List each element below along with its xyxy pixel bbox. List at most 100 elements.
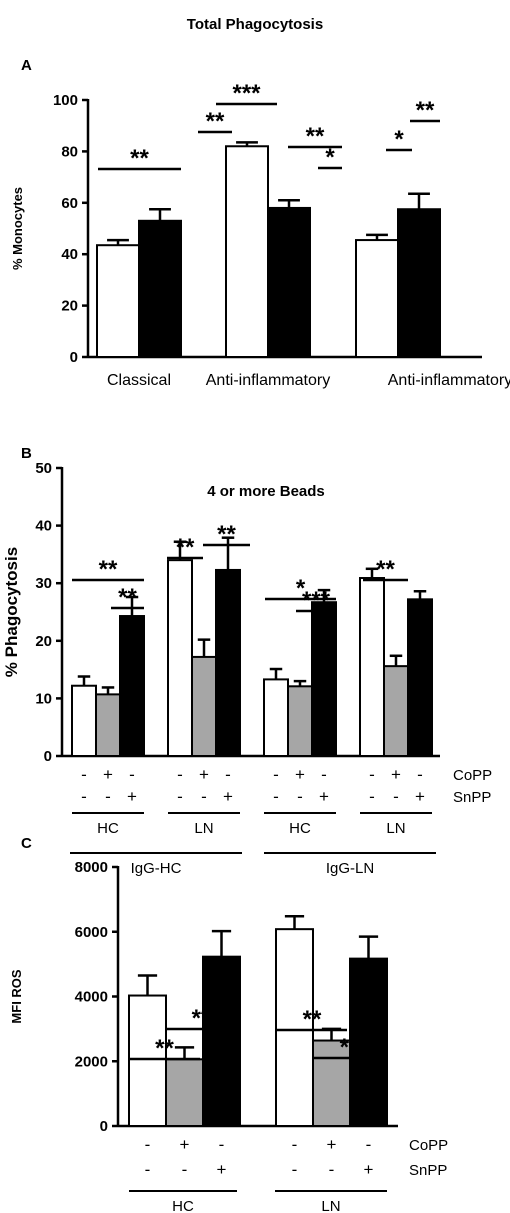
- bar: [225, 145, 269, 358]
- y-tick-label: 40: [35, 518, 52, 535]
- group-label: LN: [321, 1198, 340, 1213]
- y-tick-label: 40: [61, 246, 78, 263]
- bar: [215, 568, 241, 758]
- panel-a-letter: A: [21, 57, 32, 74]
- treatment-sign: -: [292, 1135, 298, 1154]
- treatment-sign: +: [223, 787, 233, 806]
- group-label: LN: [386, 820, 405, 837]
- treatment-sign: -: [329, 1160, 335, 1179]
- significance-label: ***: [302, 587, 331, 614]
- significance-label: **: [176, 534, 195, 561]
- bar: [95, 693, 121, 757]
- significance-label: **: [340, 1034, 359, 1061]
- treatment-sign: +: [391, 765, 401, 784]
- y-tick-label: 60: [61, 195, 78, 212]
- significance-label: *: [325, 144, 335, 171]
- significance-label: ***: [232, 80, 261, 107]
- y-tick-label: 8000: [75, 859, 108, 876]
- panel-b-title: 4 or more Beads: [207, 483, 325, 500]
- significance-label: **: [206, 108, 225, 135]
- group-label: HC: [289, 820, 311, 837]
- treatment-sign: -: [81, 765, 87, 784]
- treatment-sign: -: [129, 765, 135, 784]
- significance-label: **: [376, 556, 395, 583]
- treatment-label: CoPP: [409, 1137, 448, 1154]
- significance-label: **: [118, 584, 137, 611]
- group-label: HC: [172, 1198, 194, 1213]
- y-tick-label: 20: [35, 633, 52, 650]
- bar: [312, 1039, 351, 1128]
- treatment-sign: -: [145, 1160, 151, 1179]
- supergroup-label: IgG-LN: [326, 860, 374, 877]
- bar: [165, 1058, 204, 1127]
- y-tick-label: 0: [70, 349, 78, 366]
- treatment-label: SnPP: [453, 789, 491, 806]
- y-tick-label: 50: [35, 460, 52, 477]
- significance-label: *: [394, 126, 404, 153]
- treatment-sign: -: [201, 787, 207, 806]
- treatment-sign: +: [217, 1160, 227, 1179]
- y-tick-label: 30: [35, 575, 52, 592]
- treatment-sign: +: [327, 1135, 337, 1154]
- bar: [359, 577, 385, 757]
- significance-label: **: [192, 1005, 211, 1032]
- bar: [167, 559, 193, 757]
- group-label: HC: [97, 820, 119, 837]
- bar: [191, 655, 217, 757]
- bar: [263, 678, 289, 758]
- bar: [407, 598, 433, 757]
- panel-c-chart: 0 2000 4000 6000 8000 MFI ROS ** ** ** ** - + - - + - Co…: [9, 859, 448, 1213]
- y-tick-label: 100: [53, 92, 78, 109]
- significance-label: **: [217, 521, 236, 548]
- significance-label: **: [416, 97, 435, 124]
- bar: [267, 206, 311, 358]
- treatment-sign: -: [177, 787, 183, 806]
- treatment-sign: -: [369, 787, 375, 806]
- treatment-sign: +: [103, 765, 113, 784]
- treatment-sign: -: [225, 765, 231, 784]
- significance-label: **: [306, 123, 325, 150]
- treatment-sign: +: [127, 787, 137, 806]
- figure-title: Total Phagocytosis: [187, 16, 323, 33]
- treatment-label: SnPP: [409, 1162, 447, 1179]
- category-label: Anti-inflammatory: [388, 372, 510, 389]
- bar: [119, 615, 145, 757]
- treatment-sign: -: [273, 787, 279, 806]
- bar: [128, 994, 167, 1127]
- treatment-sign: -: [366, 1135, 372, 1154]
- bar: [311, 601, 337, 758]
- panel-c-letter: C: [21, 835, 32, 852]
- category-label: Anti-inflammatory: [206, 372, 330, 389]
- significance-label: **: [155, 1035, 174, 1062]
- bar: [397, 208, 441, 358]
- treatment-sign: -: [182, 1160, 188, 1179]
- bar: [138, 219, 182, 358]
- bar: [383, 665, 409, 757]
- treatment-sign: -: [81, 787, 87, 806]
- treatment-sign: -: [219, 1135, 225, 1154]
- y-tick-label: 0: [44, 748, 52, 765]
- y-axis-label: % Phagocytosis: [2, 547, 21, 677]
- y-tick-label: 20: [61, 298, 78, 315]
- treatment-label: CoPP: [453, 767, 492, 784]
- treatment-sign: -: [417, 765, 423, 784]
- treatment-sign: -: [297, 787, 303, 806]
- treatment-sign: -: [145, 1135, 151, 1154]
- y-tick-label: 6000: [75, 924, 108, 941]
- y-axis-label: MFI ROS: [9, 969, 24, 1023]
- bar: [275, 928, 314, 1127]
- treatment-sign: -: [273, 765, 279, 784]
- bar: [349, 957, 388, 1128]
- y-tick-label: 10: [35, 690, 52, 707]
- treatment-sign: +: [415, 787, 425, 806]
- treatment-sign: +: [199, 765, 209, 784]
- bar: [287, 685, 313, 758]
- treatment-sign: -: [292, 1160, 298, 1179]
- y-axis-label: % Monocytes: [10, 187, 25, 270]
- supergroup-label: IgG-HC: [131, 860, 182, 877]
- treatment-sign: +: [295, 765, 305, 784]
- treatment-sign: +: [180, 1135, 190, 1154]
- significance-label: *: [296, 575, 306, 602]
